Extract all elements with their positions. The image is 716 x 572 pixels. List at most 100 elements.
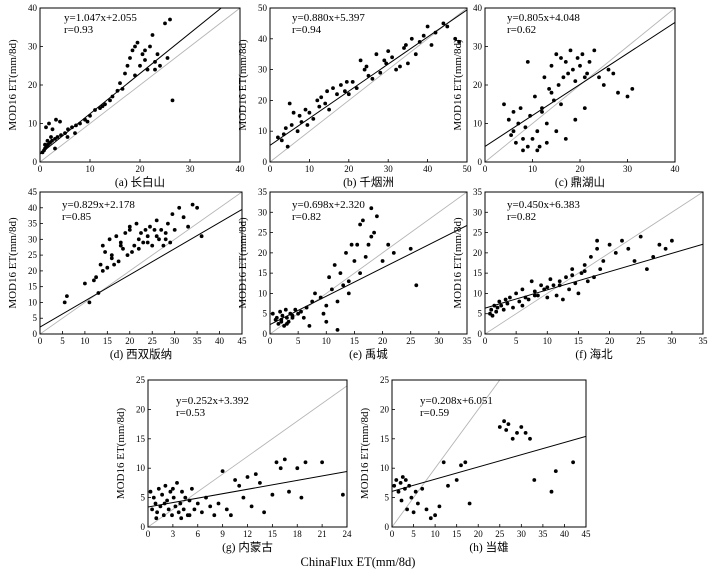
shared-x-axis-label: ChinaFlux ET(mm/8d) [301, 555, 416, 569]
x-tick-label: 35 [699, 336, 709, 346]
data-point [190, 202, 195, 207]
x-tick-label: 40 [671, 164, 681, 174]
data-point [525, 60, 530, 64]
x-tick-label: 35 [463, 336, 473, 346]
data-point [153, 501, 158, 506]
data-point [176, 510, 181, 515]
data-point [528, 436, 532, 441]
data-point [151, 495, 156, 500]
data-point [290, 315, 295, 320]
data-point [310, 299, 315, 304]
data-point [402, 46, 406, 50]
plot-frame [391, 379, 587, 528]
data-point [657, 242, 662, 247]
data-point [114, 234, 119, 239]
data-point [204, 495, 208, 500]
data-point [598, 267, 603, 271]
data-point [540, 110, 544, 114]
chart-panel-3: 0 10 20 30 40 0 10 20 30 40 MOD16 ET(mm/8d) y=0.805… [452, 3, 680, 189]
x-tick-label: 15 [268, 529, 278, 539]
data-point [105, 265, 110, 270]
y-tick-label: 20 [473, 248, 483, 258]
data-point [390, 55, 394, 60]
data-point [346, 279, 351, 284]
y-tick-label: 10 [380, 463, 390, 473]
data-point [517, 299, 522, 304]
chart-panel-8: 0 5 10 15 20 25 30 35 40 45 0 5 10 15 20 25 MOD16 ET(mm/… [359, 375, 591, 554]
data-point [492, 303, 497, 308]
data-point [148, 489, 153, 494]
data-point [369, 206, 374, 211]
data-point [420, 486, 425, 491]
data-point [575, 56, 580, 60]
data-point [96, 291, 101, 295]
data-point [571, 67, 575, 72]
correlation-r: r=0.93 [64, 24, 94, 36]
data-point [404, 43, 408, 47]
data-point [490, 313, 495, 318]
y-tick-label: 15 [136, 434, 146, 444]
data-point [364, 64, 369, 69]
data-point [523, 431, 528, 435]
data-point [459, 463, 463, 468]
data-point [595, 246, 599, 251]
data-point [330, 287, 334, 292]
data-point [108, 98, 112, 103]
data-point [281, 132, 286, 137]
data-point [514, 291, 518, 296]
data-point [143, 228, 148, 232]
data-point [299, 120, 304, 124]
data-point [548, 277, 553, 282]
data-point [224, 507, 229, 512]
data-point [515, 431, 519, 435]
data-point [173, 504, 178, 509]
x-tick-label: 24 [343, 529, 353, 539]
data-point [50, 127, 55, 132]
data-point [405, 507, 409, 512]
data-point [545, 295, 550, 300]
y-tick-label: 25 [136, 375, 146, 385]
data-point [297, 113, 302, 118]
y-tick-label: 15 [473, 268, 483, 278]
data-point [424, 507, 429, 512]
data-point [161, 243, 166, 248]
data-point [321, 311, 326, 316]
data-point [532, 293, 537, 298]
x-tick-label: 10 [305, 164, 315, 174]
y-tick-label: 10 [28, 297, 38, 307]
data-point [413, 489, 418, 494]
data-point [346, 92, 351, 97]
data-point [168, 17, 172, 22]
data-point [606, 67, 611, 72]
y-tick-label: 5 [478, 309, 483, 319]
data-point [433, 513, 437, 518]
data-point [181, 507, 186, 512]
chart-panel-2: 0 10 20 30 40 50 0 10 20 30 40 50 MOD16 ET(mm/8d) y=0… [237, 3, 472, 189]
data-point [532, 289, 537, 294]
y-tick-label: 35 [473, 187, 483, 197]
data-point [352, 259, 357, 263]
data-point [394, 67, 398, 72]
y-tick-label: 30 [473, 207, 483, 217]
data-point [429, 43, 434, 47]
data-point [645, 267, 649, 271]
data-point [258, 481, 262, 485]
x-tick-label: 10 [543, 336, 553, 346]
data-point [163, 483, 168, 488]
data-point [161, 513, 166, 518]
data-point [168, 489, 173, 494]
data-point [145, 240, 150, 245]
data-point [503, 297, 508, 302]
panel-caption: (a) 长白山 [115, 175, 165, 189]
x-tick-label: 30 [186, 164, 196, 174]
data-point [166, 221, 170, 226]
data-point [589, 255, 593, 259]
y-tick-label: 25 [258, 228, 268, 238]
data-point [511, 305, 515, 310]
x-tick-label: 20 [136, 164, 146, 174]
data-point [304, 305, 309, 310]
data-point [145, 234, 150, 239]
y-tick-label: 10 [473, 288, 483, 298]
data-point [568, 48, 573, 53]
data-point [563, 137, 568, 141]
